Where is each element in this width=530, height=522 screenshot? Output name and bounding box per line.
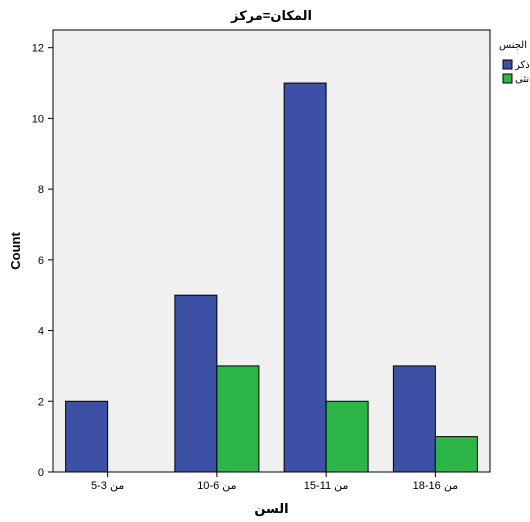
y-axis-title: Count bbox=[8, 232, 23, 270]
y-tick-label: 10 bbox=[32, 113, 44, 125]
bar-male-3 bbox=[283, 82, 327, 473]
bar-female-4 bbox=[434, 436, 478, 473]
x-tick-label: من 6-10 bbox=[197, 480, 236, 492]
y-tick-label: 8 bbox=[38, 184, 44, 196]
legend-label: انثى bbox=[515, 74, 530, 85]
x-axis-title: السن bbox=[254, 501, 288, 516]
x-tick-label: من 11-15 bbox=[304, 480, 349, 492]
chart-title: المكان=مركز bbox=[230, 8, 312, 23]
legend-swatch bbox=[502, 73, 513, 84]
bar-male-4 bbox=[392, 365, 436, 473]
legend-title: الجنس bbox=[499, 40, 527, 51]
bar-male-2 bbox=[174, 294, 218, 473]
bar-female-3 bbox=[325, 400, 369, 473]
x-tick-label: من 3-5 bbox=[91, 480, 124, 492]
y-tick-label: 12 bbox=[32, 43, 44, 55]
bar-female-2 bbox=[216, 365, 260, 473]
y-tick-label: 2 bbox=[38, 396, 44, 408]
bar-male-1 bbox=[65, 400, 109, 473]
y-tick-label: 4 bbox=[38, 326, 44, 338]
x-tick-label: من 16-18 bbox=[413, 480, 459, 492]
legend-label: ذكر bbox=[514, 60, 530, 71]
y-tick-label: 6 bbox=[38, 255, 44, 267]
legend-swatch bbox=[502, 59, 513, 70]
y-tick-label: 0 bbox=[38, 467, 44, 479]
legend: الجنس ذكر انثى bbox=[499, 40, 530, 85]
